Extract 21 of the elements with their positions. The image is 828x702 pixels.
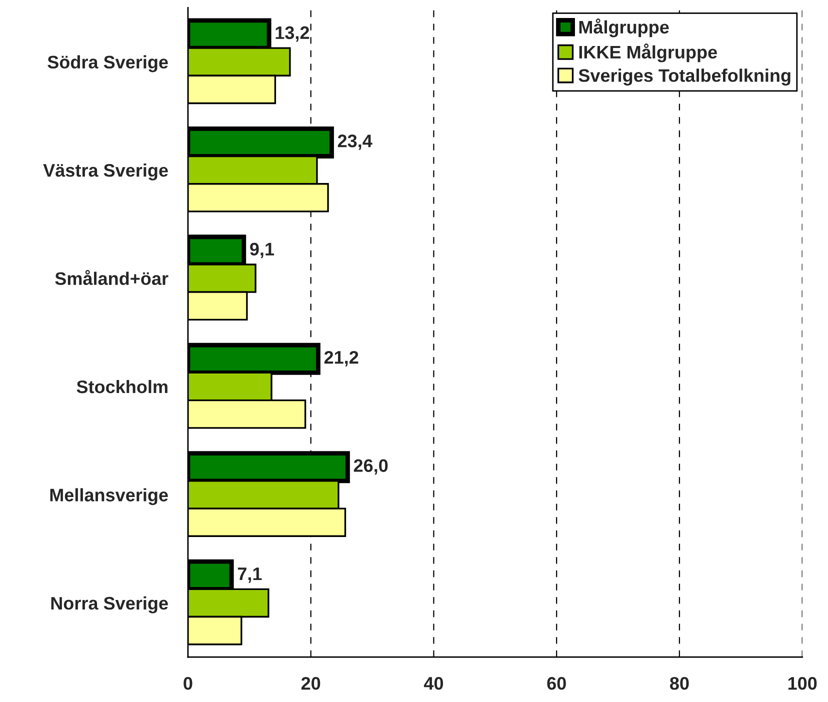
y-tick-label: Stockholm xyxy=(76,380,168,394)
data-label: 23,4 xyxy=(338,134,372,150)
data-label: 13,2 xyxy=(276,26,310,42)
data-label: 26,0 xyxy=(354,459,388,475)
x-tick-label: 60 xyxy=(547,676,566,690)
x-tick-label: 0 xyxy=(184,676,192,690)
x-tick-label: 20 xyxy=(301,676,320,690)
data-label: 21,2 xyxy=(324,350,358,366)
y-tick-label: Mellansverige xyxy=(50,488,168,506)
data-label: 7,1 xyxy=(238,568,262,583)
legend-label: Sveriges Totalbefolkning xyxy=(578,68,790,86)
legend-label: IKKE Målgruppe xyxy=(579,44,717,62)
x-tick-label: 40 xyxy=(424,676,444,690)
x-tick-label: 80 xyxy=(670,676,689,690)
y-tick-label: Västra Sverige xyxy=(43,164,168,180)
y-tick-label: Norra Sverige xyxy=(51,596,168,614)
y-tick-label: Södra Sverige xyxy=(48,55,168,72)
x-tick-label: 100 xyxy=(788,676,817,690)
legend-label: Målgruppe xyxy=(579,18,669,38)
data-label: 9,1 xyxy=(250,242,274,258)
y-tick-label: Småland+öar xyxy=(55,270,168,286)
